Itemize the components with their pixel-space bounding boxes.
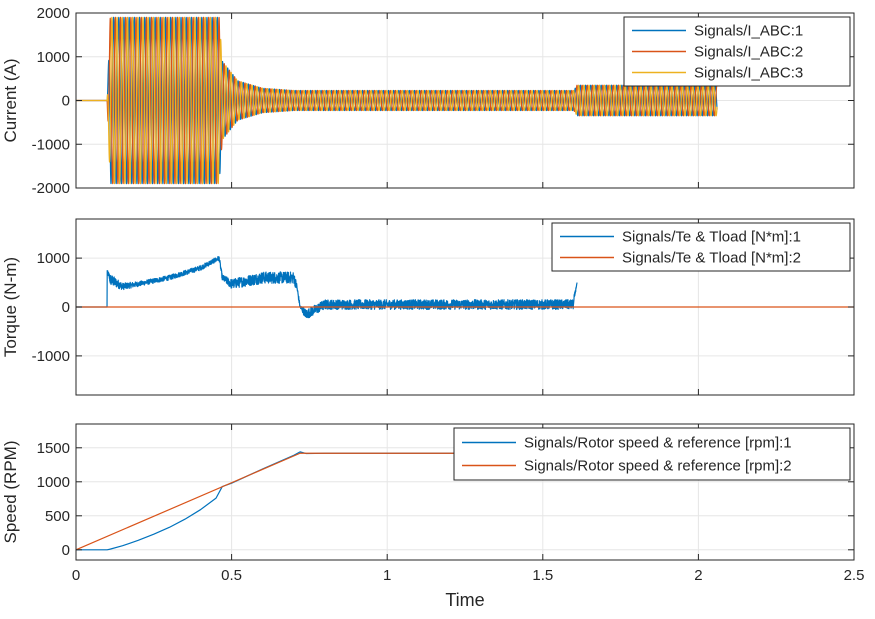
y-axis-label: Current (A): [1, 58, 20, 142]
x-tick-label: 2.5: [844, 567, 865, 584]
y-tick-label: 1000: [37, 49, 70, 66]
x-tick-label: 0.5: [221, 567, 242, 584]
legend-entry: Signals/I_ABC:3: [694, 65, 803, 82]
y-tick-label: 1500: [37, 440, 70, 457]
x-tick-label: 1: [383, 567, 391, 584]
x-axis-label: Time: [445, 590, 484, 610]
y-tick-label: 2000: [37, 5, 70, 22]
legend-box: [551, 222, 851, 272]
legend-box: [453, 427, 851, 481]
legend-entry: Signals/Rotor speed & reference [rpm]:1: [524, 435, 792, 452]
y-axis-label: Torque (N-m): [1, 257, 20, 357]
legend: Signals/Rotor speed & reference [rpm]:1 S…: [453, 427, 851, 481]
series-line-3: [76, 16, 718, 185]
x-tick-label: 1.5: [532, 567, 553, 584]
series-group: [76, 256, 854, 319]
y-tick-label: -2000: [32, 180, 70, 197]
legend-entry: Signals/Te & Tload [N*m]:2: [622, 250, 801, 267]
subplot-2: 1000 0 -1000 Torque (N-m) Signals/Te & Tload…: [1, 218, 855, 396]
subplot-1: 2000 1000 0 -1000 -2000 Current (A) Signals/I_…: [1, 5, 855, 197]
legend: Signals/Te & Tload [N*m]:1 Signals/Te & T…: [551, 222, 851, 272]
legend: Signals/I_ABC:1 Signals/I_ABC:2 Signals/I_…: [623, 16, 851, 87]
legend-entry: Signals/Rotor speed & reference [rpm]:2: [524, 458, 792, 475]
legend-entry: Signals/Te & Tload [N*m]:1: [622, 229, 801, 246]
y-tick-label: 0: [62, 299, 70, 316]
y-axis-label: Speed (RPM): [1, 441, 20, 544]
y-tick-label: 500: [45, 508, 70, 525]
axes-box: [75, 423, 855, 561]
x-tick-label: 2: [694, 567, 702, 584]
series-line-1: [76, 256, 578, 319]
y-tick-label: 0: [62, 542, 70, 559]
legend-entry: Signals/I_ABC:2: [694, 44, 803, 61]
legend-entry: Signals/I_ABC:1: [694, 23, 803, 40]
y-tick-label: -1000: [32, 136, 70, 153]
y-tick-label: 1000: [37, 250, 70, 267]
subplot-3: 1500 1000 500 00 0.5 1 1.5 2 2.5 Speed (RPM) Time S…: [1, 423, 865, 610]
y-tick-label: 0: [62, 93, 70, 110]
y-tick-label: 1000: [37, 474, 70, 491]
x-tick-label: 0: [72, 567, 80, 584]
series-group: [76, 16, 718, 185]
y-tick-label: -1000: [32, 348, 70, 365]
